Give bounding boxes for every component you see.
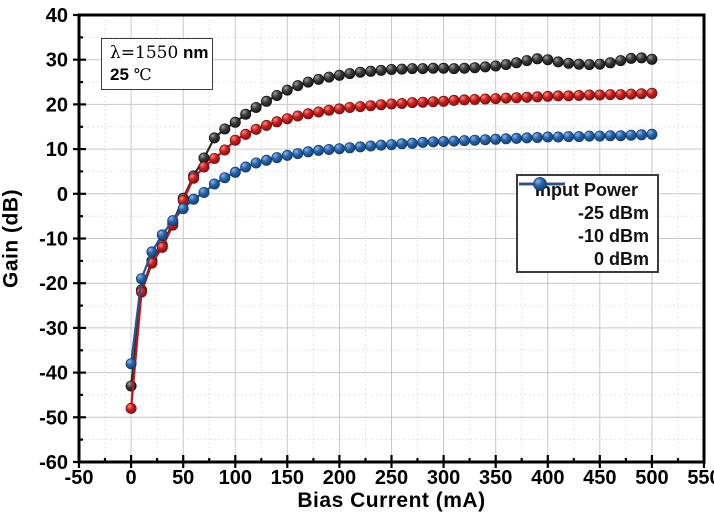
series-marker-icon	[519, 177, 572, 245]
svg-text:-40: -40	[39, 363, 68, 385]
annotation-temperature: 25 ℃	[110, 65, 152, 84]
legend-entry-0dbm: 0 dBm	[519, 177, 649, 271]
svg-text:-60: -60	[39, 452, 68, 474]
tick-labels: -50050100150200250300350400450500550-60-…	[39, 5, 714, 489]
svg-text:40: 40	[46, 5, 68, 27]
svg-text:500: 500	[635, 467, 668, 489]
svg-text:550: 550	[687, 467, 714, 489]
svg-text:100: 100	[219, 467, 252, 489]
svg-text:30: 30	[46, 50, 68, 72]
svg-text:150: 150	[271, 467, 304, 489]
svg-text:50: 50	[172, 467, 194, 489]
svg-text:250: 250	[375, 467, 408, 489]
svg-text:-50: -50	[39, 407, 68, 429]
svg-text:0: 0	[57, 184, 68, 206]
svg-text:-10: -10	[39, 229, 68, 251]
annotation-wavelength: λ=1550 nm	[110, 43, 209, 63]
svg-text:200: 200	[323, 467, 356, 489]
svg-text:20: 20	[46, 94, 68, 116]
svg-text:350: 350	[479, 467, 512, 489]
series--10-dBm	[125, 87, 658, 414]
svg-text:-50: -50	[65, 467, 94, 489]
svg-text:450: 450	[583, 467, 616, 489]
svg-text:300: 300	[427, 467, 460, 489]
y-axis-title: Gain (dB)	[0, 189, 23, 288]
legend-entry-25dbm: -25 dBm	[519, 177, 649, 225]
series-0-dBm	[125, 128, 658, 370]
series-marker-icon	[519, 177, 572, 268]
series-marker-icon	[519, 177, 572, 222]
legend-entry-10dbm: -10 dBm	[519, 177, 649, 248]
svg-text:-30: -30	[39, 318, 68, 340]
svg-text:400: 400	[531, 467, 564, 489]
legend: Input Power -25 dBm -10 dBm 0 dBm	[516, 174, 659, 273]
annotation-box: λ=1550 nm 25 ℃	[101, 38, 213, 90]
svg-text:10: 10	[46, 139, 68, 161]
x-axis-title: Bias Current (mA)	[297, 489, 486, 512]
svg-text:0: 0	[126, 467, 137, 489]
svg-text:-20: -20	[39, 273, 68, 295]
